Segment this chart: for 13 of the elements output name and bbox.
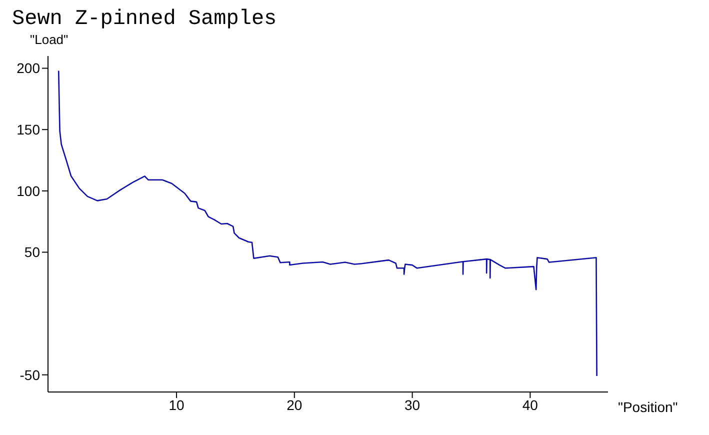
x-tick-label: 20 xyxy=(286,396,302,413)
x-tick-label: 10 xyxy=(168,396,184,413)
y-tick-label: 100 xyxy=(16,182,40,199)
y-tick-label: 200 xyxy=(16,60,40,76)
x-axis-title: "Position" xyxy=(618,398,678,415)
line-series xyxy=(58,70,598,377)
y-tick-label: 50 xyxy=(24,244,40,260)
x-tick-label: 40 xyxy=(522,396,538,413)
y-tick-label: -50 xyxy=(20,366,40,383)
chart-title: Sewn Z-pinned Samples xyxy=(12,8,278,32)
y-tick-label: 150 xyxy=(16,122,40,138)
y-axis-title: "Load" xyxy=(30,32,70,48)
x-tick-label: 30 xyxy=(404,396,420,413)
